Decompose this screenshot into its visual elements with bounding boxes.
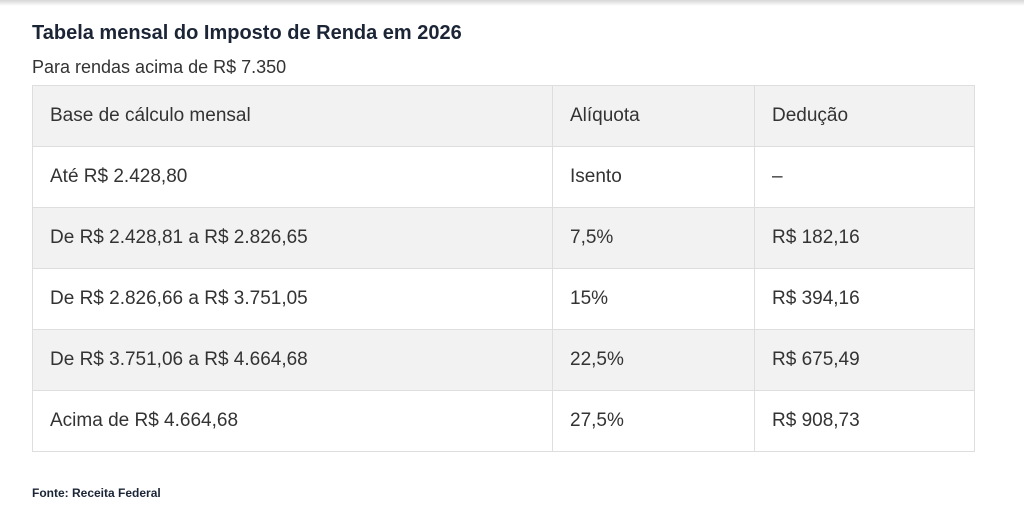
header-deducao: Dedução	[754, 85, 975, 147]
cell-base: De R$ 2.428,81 a R$ 2.826,65	[32, 207, 553, 269]
cell-base: Até R$ 2.428,80	[32, 146, 553, 208]
table-row: Acima de R$ 4.664,68 27,5% R$ 908,73	[32, 390, 975, 452]
table-row: De R$ 3.751,06 a R$ 4.664,68 22,5% R$ 67…	[32, 329, 975, 391]
table-row: Até R$ 2.428,80 Isento –	[32, 146, 975, 208]
cell-deducao: –	[754, 146, 975, 208]
cell-base: De R$ 2.826,66 a R$ 3.751,05	[32, 268, 553, 330]
cell-aliquota: 22,5%	[552, 329, 755, 391]
cell-aliquota: 7,5%	[552, 207, 755, 269]
page-title: Tabela mensal do Imposto de Renda em 202…	[32, 22, 462, 44]
header-aliquota: Alíquota	[552, 85, 755, 147]
cell-deducao: R$ 394,16	[754, 268, 975, 330]
source-caption: Fonte: Receita Federal	[32, 486, 161, 500]
top-shadow	[0, 0, 1024, 6]
cell-base: De R$ 3.751,06 a R$ 4.664,68	[32, 329, 553, 391]
cell-aliquota: 27,5%	[552, 390, 755, 452]
table-row: De R$ 2.428,81 a R$ 2.826,65 7,5% R$ 182…	[32, 207, 975, 269]
cell-aliquota: 15%	[552, 268, 755, 330]
page-subtitle: Para rendas acima de R$ 7.350	[32, 57, 287, 77]
table-header-row: Base de cálculo mensal Alíquota Dedução	[32, 85, 975, 147]
header-base: Base de cálculo mensal	[32, 85, 553, 147]
cell-base: Acima de R$ 4.664,68	[32, 390, 553, 452]
cell-deducao: R$ 182,16	[754, 207, 975, 269]
cell-aliquota: Isento	[552, 146, 755, 208]
cell-deducao: R$ 908,73	[754, 390, 975, 452]
income-tax-table: Base de cálculo mensal Alíquota Dedução …	[32, 85, 975, 452]
cell-deducao: R$ 675,49	[754, 329, 975, 391]
table-row: De R$ 2.826,66 a R$ 3.751,05 15% R$ 394,…	[32, 268, 975, 330]
